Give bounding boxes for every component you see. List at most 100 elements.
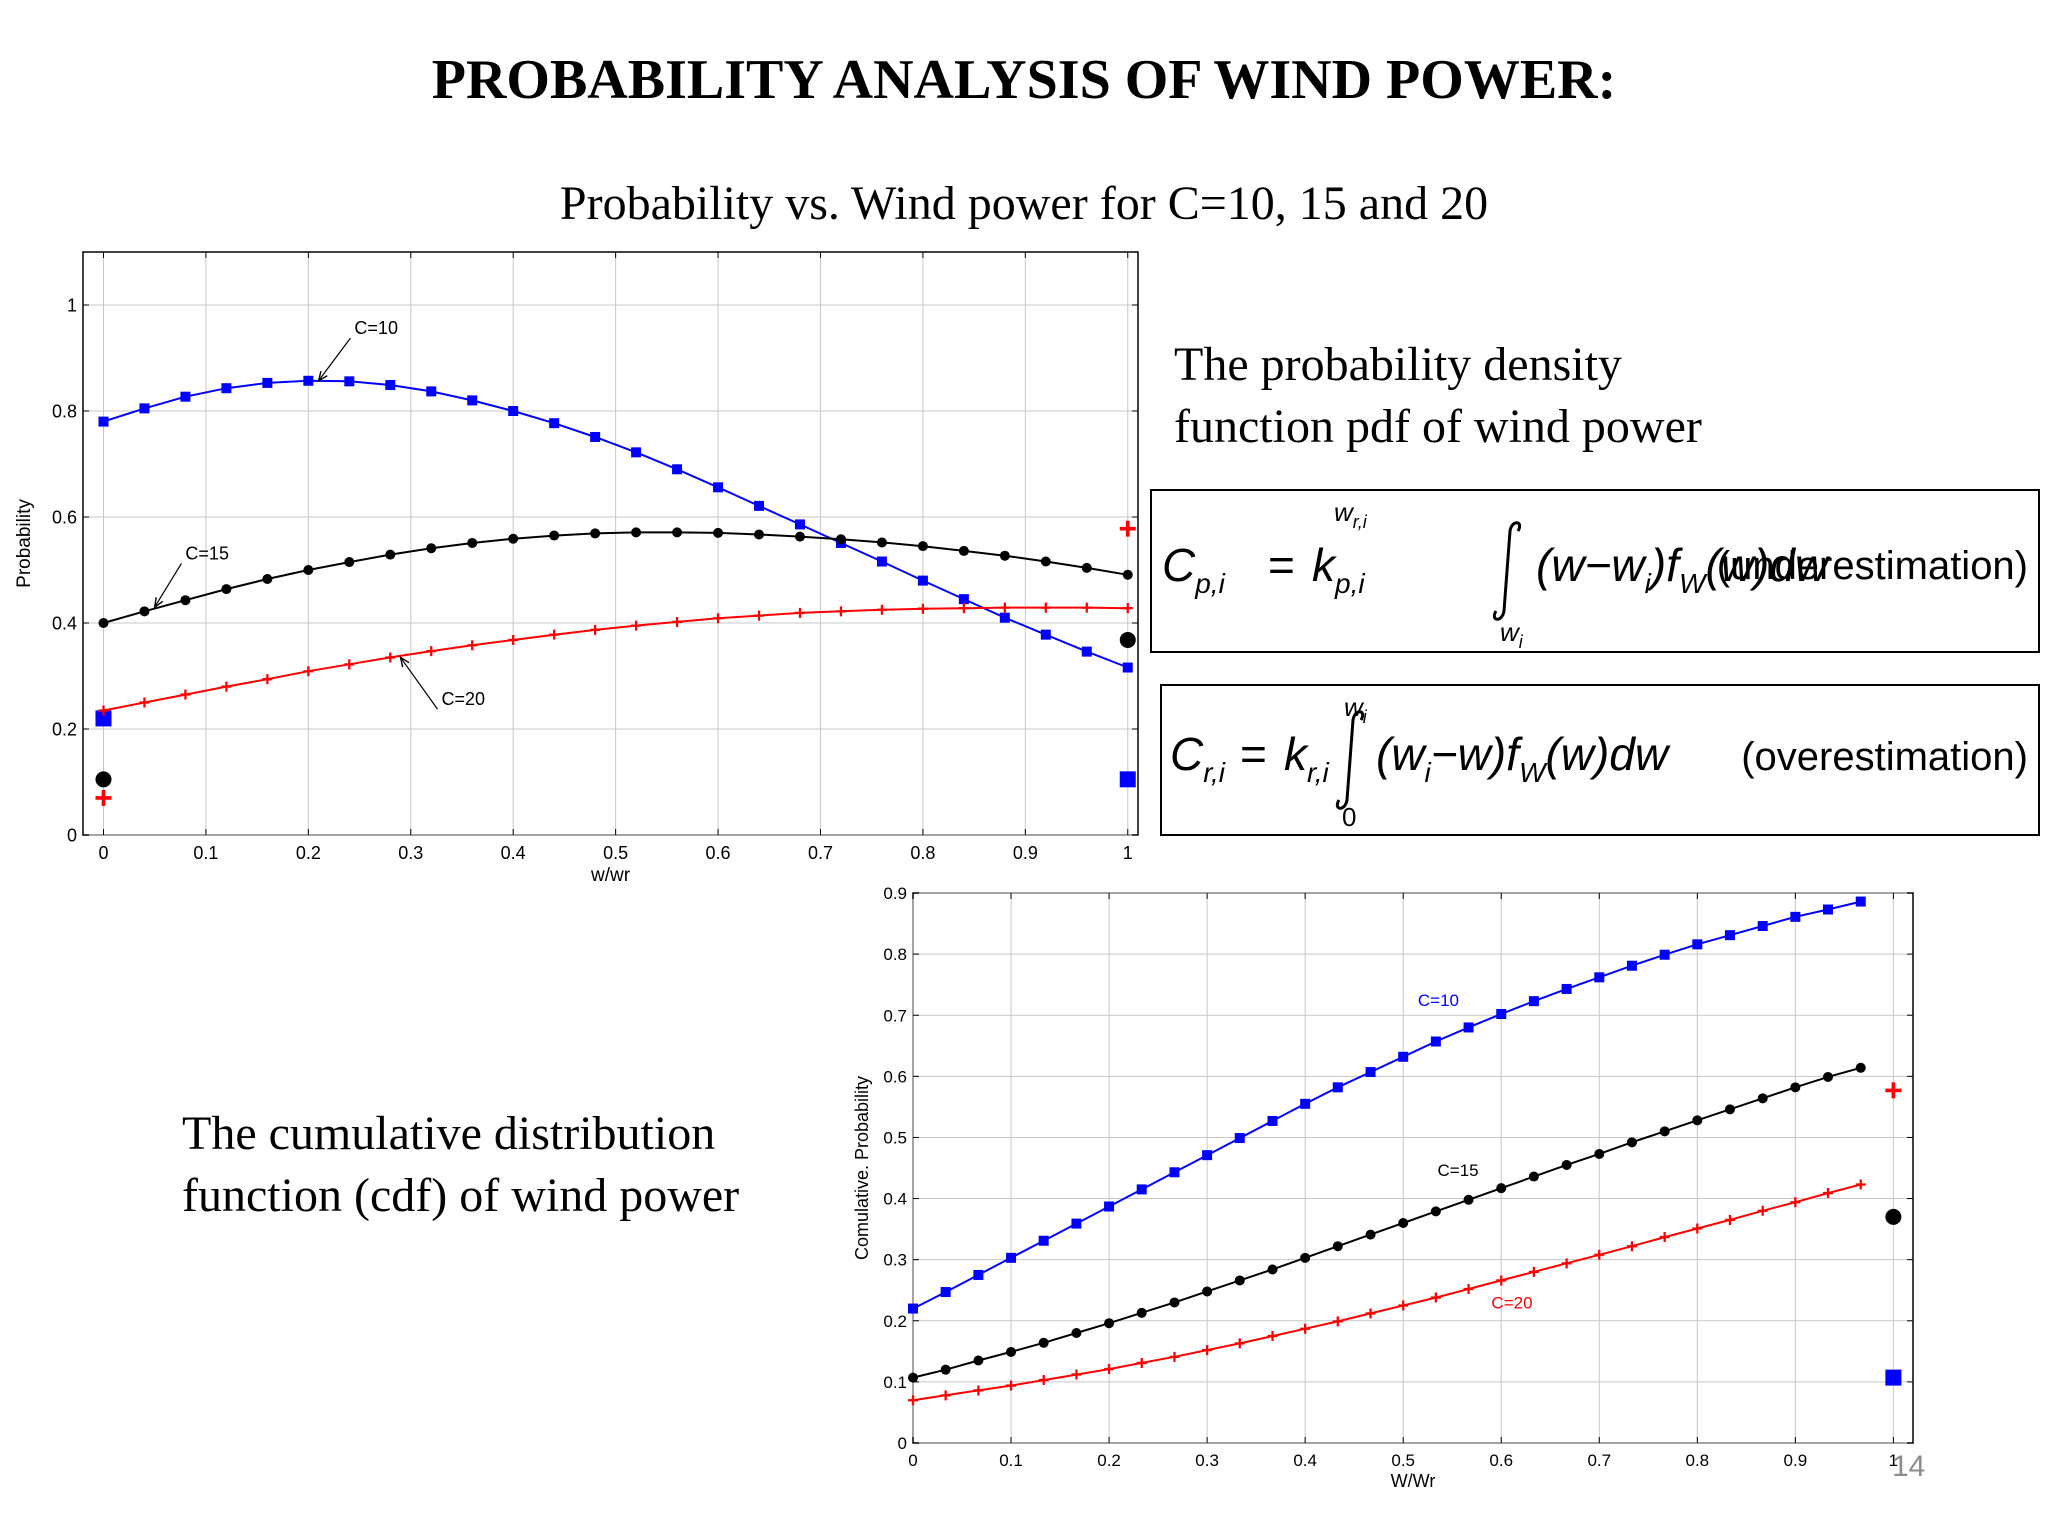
svg-text:wi: wi xyxy=(1500,617,1524,651)
cdf-point-0-0 xyxy=(908,1303,918,1314)
pdf-point-1-15 xyxy=(713,527,724,538)
pdf-point-2-22 xyxy=(999,602,1010,613)
cdf-point-0-1 xyxy=(940,1287,951,1298)
cdf-ytick-label-8: 0.8 xyxy=(883,945,907,964)
pdf-description-line-1: The probability density xyxy=(1174,338,1622,391)
pdf-point-2-14 xyxy=(672,616,683,627)
cdf-ytick-label-0: 0 xyxy=(898,1434,907,1453)
cdf-ytick-label-7: 0.7 xyxy=(883,1006,907,1025)
pdf-point-2-9 xyxy=(467,640,478,651)
cdf-point-1-26 xyxy=(1757,1093,1768,1104)
cdf-point-0-19 xyxy=(1528,996,1539,1007)
pdf-xtick-label-8: 0.8 xyxy=(910,843,935,863)
pdf-annotation-arrow-0 xyxy=(318,337,351,382)
pdf-point-mass-1-0 xyxy=(95,771,112,788)
eq2-equals: = xyxy=(1240,728,1267,780)
pdf-xtick-label-7: 0.7 xyxy=(808,843,833,863)
pdf-point-2-0 xyxy=(98,705,109,716)
cdf-point-1-10 xyxy=(1234,1275,1245,1286)
pdf-point-1-7 xyxy=(385,549,396,560)
cdf-ytick-label-3: 0.3 xyxy=(883,1251,907,1270)
pdf-xtick-label-9: 0.9 xyxy=(1013,843,1038,863)
cdf-point-2-12 xyxy=(1300,1323,1311,1334)
eq1-coef-sub: p,i xyxy=(1334,568,1365,599)
pdf-point-0-12 xyxy=(590,431,601,442)
pdf-point-2-19 xyxy=(876,604,887,615)
svg-text:(wi−w)fW(w)dw: (wi−w)fW(w)dw xyxy=(1376,728,1671,788)
pdf-point-0-6 xyxy=(344,376,355,387)
pdf-point-0-0 xyxy=(98,416,109,427)
pdf-point-2-10 xyxy=(508,634,519,645)
cdf-point-2-14 xyxy=(1365,1308,1376,1319)
cdf-point-0-3 xyxy=(1006,1252,1017,1263)
pdf-annotation-2: C=20 xyxy=(441,689,485,709)
cdf-point-0-13 xyxy=(1332,1082,1343,1093)
eq2-upper: w xyxy=(1344,692,1365,722)
eq1-lhs: C xyxy=(1162,539,1196,591)
cdf-point-2-18 xyxy=(1496,1275,1507,1286)
cdf-ytick-label-6: 0.6 xyxy=(883,1067,907,1086)
cdf-point-1-11 xyxy=(1267,1264,1278,1275)
pdf-ytick-label-5: 1 xyxy=(67,295,77,315)
eq1-f-sub: W xyxy=(1679,568,1708,599)
cdf-point-1-29 xyxy=(1855,1062,1866,1073)
pdf-point-0-3 xyxy=(221,383,232,394)
cdf-point-2-15 xyxy=(1398,1300,1409,1311)
chart-title: Probability vs. Wind power for C=10, 15 … xyxy=(559,177,1489,230)
pdf-point-mass-2-0 xyxy=(95,789,112,806)
pdf-series-c20 xyxy=(95,520,1136,806)
cdf-point-1-15 xyxy=(1398,1218,1409,1228)
pdf-point-0-17 xyxy=(794,519,805,530)
eq2-integrand-sub: i xyxy=(1425,757,1432,788)
pdf-xtick-label-1: 0.1 xyxy=(193,843,218,863)
eq2-lhs-sub: r,i xyxy=(1203,757,1226,788)
cdf-point-mass-2-0 xyxy=(1885,1082,1902,1099)
cdf-series-c10 xyxy=(908,896,1902,1386)
cdf-point-2-1 xyxy=(940,1390,951,1401)
pdf-point-0-20 xyxy=(917,575,928,586)
cdf-point-1-9 xyxy=(1202,1286,1213,1297)
cdf-ytick-label-5: 0.5 xyxy=(883,1129,907,1148)
cdf-line-1 xyxy=(912,1066,1861,1379)
cdf-point-0-24 xyxy=(1692,939,1703,950)
pdf-xtick-label-10: 1 xyxy=(1123,843,1133,863)
cdf-chart: 0 0.1 0.2 0.3 0.4 0.5 0.6 0.7 0.8 0.9 1 0 0.1 0.2 0.3 0… xyxy=(852,884,1914,1491)
pdf-point-mass-0-1 xyxy=(1119,771,1136,788)
cdf-xtick-label-10: 1 xyxy=(1889,1451,1898,1470)
cdf-xtick-label-1: 0.1 xyxy=(999,1451,1023,1470)
pdf-annotation-arrowhead-0 xyxy=(317,370,328,383)
cdf-point-0-14 xyxy=(1365,1067,1376,1078)
pdf-point-mass-0-0 xyxy=(95,710,112,727)
pdf-point-1-24 xyxy=(1081,562,1092,573)
cdf-point-mass-0-0 xyxy=(1885,1369,1902,1386)
cdf-point-2-19 xyxy=(1528,1266,1539,1277)
pdf-point-2-8 xyxy=(426,646,437,657)
cdf-xtick-label-9: 0.9 xyxy=(1784,1451,1808,1470)
pdf-annotation-arrow-2 xyxy=(400,657,438,710)
cdf-point-0-28 xyxy=(1823,904,1833,915)
cdf-point-1-2 xyxy=(973,1355,984,1366)
pdf-annotation-0: C=10 xyxy=(354,318,398,338)
pdf-xtick-label-6: 0.6 xyxy=(706,843,731,863)
svg-text:kp,i: kp,i xyxy=(1312,539,1365,599)
cdf-point-0-16 xyxy=(1430,1036,1441,1047)
cdf-point-1-4 xyxy=(1038,1337,1049,1348)
cdf-point-1-6 xyxy=(1104,1318,1115,1329)
cdf-plot-frame xyxy=(912,892,1914,1444)
pdf-ytick-label-0: 0 xyxy=(67,825,77,845)
cdf-point-0-15 xyxy=(1398,1051,1409,1062)
pdf-point-0-11 xyxy=(549,418,560,429)
cdf-point-0-12 xyxy=(1300,1098,1311,1109)
pdf-point-1-12 xyxy=(590,528,601,539)
cdf-line-0 xyxy=(912,900,1861,1310)
cdf-point-1-27 xyxy=(1790,1082,1801,1093)
cdf-point-2-29 xyxy=(1855,1179,1866,1190)
cdf-xtick-label-5: 0.5 xyxy=(1391,1451,1415,1470)
pdf-point-1-1 xyxy=(139,606,150,617)
cdf-point-2-2 xyxy=(973,1385,984,1396)
eq1-integrand: (w−w xyxy=(1536,539,1647,591)
cdf-point-2-27 xyxy=(1790,1197,1801,1208)
pdf-point-1-17 xyxy=(794,531,805,542)
cdf-point-0-25 xyxy=(1724,930,1735,941)
cdf-xtick-label-4: 0.4 xyxy=(1293,1451,1317,1470)
